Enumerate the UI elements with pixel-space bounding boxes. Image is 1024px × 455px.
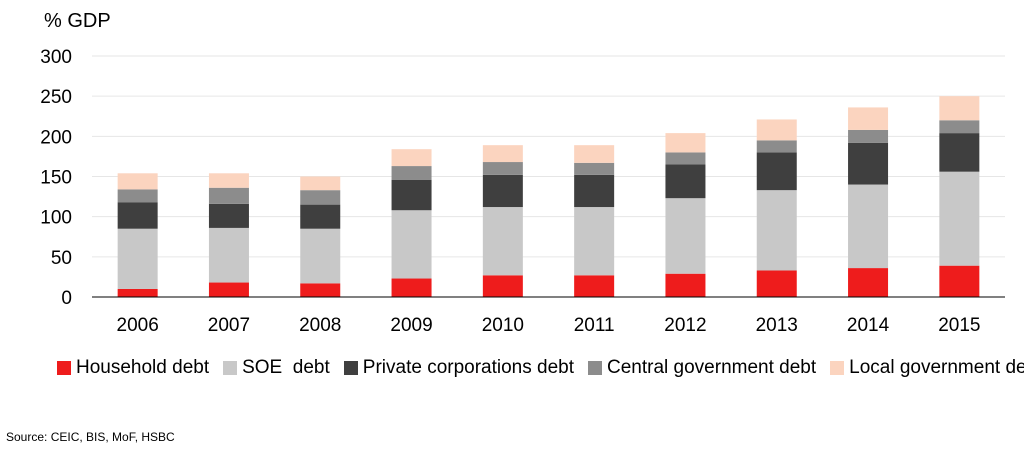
bar-segment [300,228,341,284]
bar-segment [208,227,249,283]
legend-item: Central government debt [588,357,816,379]
y-tick-label: 50 [51,248,72,269]
bar-segment [939,171,980,266]
bar-segment [756,119,797,141]
bars [117,96,980,297]
bar-segment [848,268,889,297]
bar-segment [574,275,615,297]
x-tick-label: 2014 [847,315,890,336]
bar-segment [756,270,797,297]
x-tick-label: 2015 [938,315,980,336]
bar-segment [208,203,249,228]
bar-segment [756,190,797,271]
bar-segment [939,120,980,134]
x-tick-label: 2007 [208,315,250,336]
bar-segment [665,152,706,165]
bar-segment [756,140,797,153]
legend-label: SOE debt [242,357,330,378]
x-tick-label: 2010 [482,315,524,336]
bar-segment [574,145,615,163]
bar-segment [665,164,706,199]
x-tick-label: 2008 [299,315,341,336]
bar-segment [117,228,158,289]
bar-segment [391,278,432,297]
y-axis-ticks: 0 50 100 150 200 250 300 [40,47,72,309]
legend-swatch [588,361,603,375]
legend-swatch [343,361,358,375]
legend-item: Private corporations debt [343,357,575,379]
bar-segment [482,207,523,276]
y-axis-label: % GDP [44,10,111,32]
legend-label: Central government debt [607,357,817,378]
bar-segment [117,202,158,229]
bar-segment [117,288,158,297]
bar-segment [848,129,889,143]
bar-segment [300,190,341,205]
legend-item: Local government debt [830,357,1024,379]
bar-segment [208,173,249,188]
bar-segment [208,187,249,204]
bar-segment [117,173,158,190]
bar-segment [574,207,615,276]
bar-segment [482,275,523,297]
y-tick-label: 100 [40,208,72,229]
bar-segment [848,142,889,185]
bar-segment [300,283,341,297]
bar-segment [848,107,889,130]
bar-segment [482,162,523,175]
bar-segment [300,176,341,191]
bar-segment [391,166,432,180]
legend-label: Household debt [76,357,210,378]
x-tick-label: 2011 [574,315,615,336]
legend-swatch [223,361,238,375]
bar-segment [939,133,980,172]
bar-segment [482,174,523,208]
bar-segment [391,210,432,279]
y-tick-label: 150 [40,168,72,189]
bar-segment [939,96,980,121]
legend-label: Private corporations debt [362,357,575,378]
x-tick-label: 2009 [390,315,432,336]
bar-segment [756,152,797,191]
x-axis-ticks: 2006 2007 2008 2009 2010 2011 2012 2013 2014 2015 [117,315,981,336]
bar-segment [300,204,341,229]
bar-segment [939,265,980,297]
legend-item: Household debt [57,357,209,379]
bar-segment [391,179,432,211]
y-tick-label: 250 [40,87,72,108]
bar-segment [482,145,523,163]
x-tick-label: 2006 [117,315,159,336]
legend-item: SOE debt [223,357,330,379]
legend-swatch [830,361,845,375]
x-tick-label: 2013 [756,315,798,336]
y-tick-label: 300 [40,47,72,68]
x-tick-label: 2012 [664,315,706,336]
bar-segment [665,273,706,297]
bar-segment [117,189,158,203]
y-tick-label: 200 [40,127,72,148]
bar-segment [574,162,615,175]
bar-segment [848,184,889,269]
legend-label: Local government debt [849,357,1024,378]
legend-swatch [57,361,71,375]
source-note: Source: CEIC, BIS, MoF, HSBC [6,430,175,444]
bar-segment [391,149,432,167]
bar-segment [665,133,706,153]
legend: Household debt SOE debt Private corporatio… [57,357,1024,379]
bar-segment [208,282,249,297]
bar-segment [665,198,706,274]
bar-segment [574,174,615,208]
y-tick-label: 0 [61,288,72,309]
